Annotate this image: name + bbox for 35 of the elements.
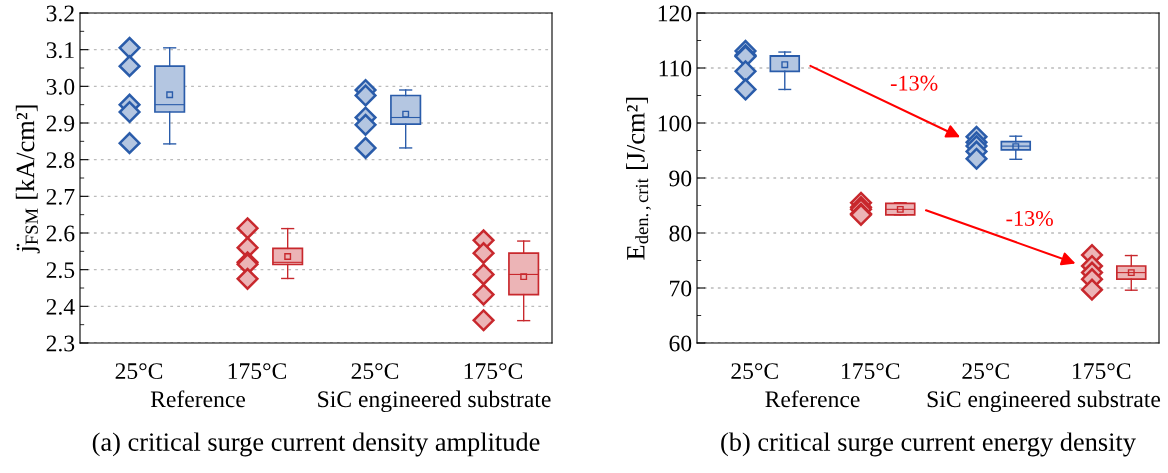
y-tick-label: 3.2	[46, 5, 74, 22]
y-tick-label: 2.6	[46, 225, 75, 242]
x-tick-label: 25°C	[962, 363, 1009, 380]
text: SiC engineered substrate	[318, 390, 551, 413]
annotation: -13%	[890, 75, 938, 91]
y-tick-label: 70	[670, 280, 692, 297]
y-tick-label: 2.8	[46, 152, 75, 169]
y-axis-title: j̇$_{FSM}$ [kA/cm²]	[15, 105, 40, 254]
y-tick-label: 110	[659, 60, 692, 77]
y-tick-label: 3.1	[46, 42, 74, 59]
y-tick-label: 60	[669, 335, 692, 352]
text: SiC engineered substrate	[927, 390, 1161, 413]
y-tick-label: 100	[658, 115, 692, 132]
text: Reference	[150, 390, 246, 408]
text: Reference	[765, 390, 860, 408]
text: (a) critical surge current density amplitude	[92, 432, 540, 457]
y-tick-label: 2.3	[46, 335, 75, 352]
y-tick-label: 80	[669, 225, 692, 242]
y-tick-label: 2.4	[46, 298, 75, 315]
x-tick-label: 175°C	[842, 363, 900, 380]
x-tick-label: 175°C	[228, 363, 286, 380]
x-tick-label: 25°C	[731, 363, 778, 380]
x-tick-label: 25°C	[351, 363, 399, 380]
text: (b) critical surge current energy density	[721, 432, 1136, 457]
x-tick-label: 25°C	[115, 363, 163, 380]
x-tick-label: 175°C	[1073, 363, 1131, 380]
y-tick-label: 120	[658, 5, 692, 22]
y-tick-label: 2.7	[46, 188, 75, 205]
y-axis-title: E$_{den.,crit}$ [J/cm²]	[626, 97, 651, 260]
annotation: -13%	[1006, 210, 1053, 226]
x-tick-label: 175°C	[464, 363, 522, 380]
y-tick-label: 2.9	[46, 115, 75, 132]
y-tick-label: 2.5	[46, 262, 75, 279]
y-tick-label: 90	[669, 170, 692, 187]
y-tick-label: 3.0	[46, 78, 75, 95]
